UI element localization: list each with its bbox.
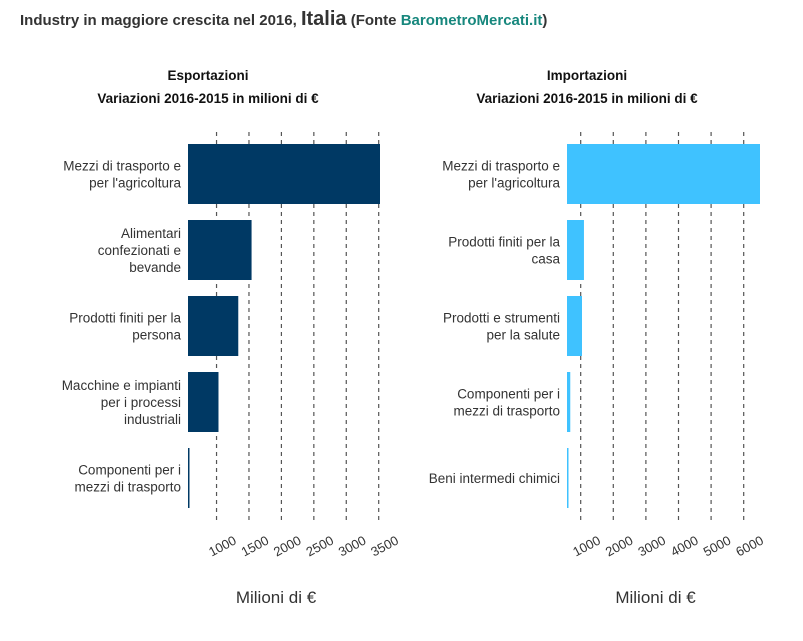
export-category-label: per i processi — [101, 395, 181, 410]
export-tick-label: 2000 — [271, 533, 304, 560]
import-tick-label: 5000 — [701, 533, 734, 560]
import-bar — [567, 372, 571, 432]
import-tick-label: 4000 — [668, 533, 701, 560]
export-category-label: Mezzi di trasporto e — [63, 159, 181, 174]
import-bar — [567, 220, 584, 280]
export-category-label: bevande — [129, 260, 181, 275]
export-bar — [188, 372, 219, 432]
import-tick-label: 1000 — [570, 533, 603, 560]
export-category-label: Componenti per i — [78, 463, 181, 478]
header-source: BarometroMercati.it — [400, 12, 543, 29]
export-title-line-0: Esportazioni — [167, 68, 248, 83]
import-tick-label: 2000 — [603, 533, 636, 560]
import-title-line-0: Importazioni — [547, 68, 627, 83]
import-tick-label: 6000 — [733, 533, 766, 560]
header-prefix: Industry in maggiore crescita nel 2016, — [20, 12, 301, 29]
export-tick-label: 3000 — [336, 533, 369, 560]
export-category-label: Alimentari — [121, 226, 181, 241]
import-x-axis-label: Milioni di € — [615, 588, 696, 607]
export-category-label: per l'agricoltura — [89, 176, 181, 191]
import-category-label: Beni intermedi chimici — [429, 471, 560, 486]
export-tick-label: 1500 — [239, 533, 272, 560]
import-category-label: Prodotti finiti per la — [448, 235, 560, 250]
export-title-line-1: Variazioni 2016-2015 in milioni di € — [97, 91, 319, 106]
export-bar — [188, 296, 239, 356]
export-category-label: Prodotti finiti per la — [69, 311, 181, 326]
import-bar — [567, 144, 760, 204]
import-category-label: per la salute — [486, 328, 560, 343]
export-tick-label: 3500 — [368, 533, 401, 560]
import-title-line-1: Variazioni 2016-2015 in milioni di € — [476, 91, 698, 106]
export-category-label: Macchine e impianti — [62, 378, 181, 393]
export-bar — [188, 448, 190, 508]
chart-header: Industry in maggiore crescita nel 2016, … — [20, 8, 547, 31]
import-tick-label: 3000 — [635, 533, 668, 560]
header-fonte-open: (Fonte — [346, 12, 401, 29]
import-category-label: mezzi di trasporto — [453, 404, 560, 419]
export-bar — [188, 220, 252, 280]
import-category-label: Componenti per i — [457, 387, 560, 402]
export-category-label: mezzi di trasporto — [74, 480, 181, 495]
export-category-label: confezionati e — [98, 243, 181, 258]
export-category-label: persona — [132, 328, 181, 343]
import-bar — [567, 296, 582, 356]
export-tick-label: 2500 — [303, 533, 336, 560]
import-category-label: Prodotti e strumenti — [443, 311, 560, 326]
export-x-axis-label: Milioni di € — [236, 588, 317, 607]
header-fonte-close: ) — [542, 12, 548, 29]
export-tick-label: 1000 — [206, 533, 239, 560]
export-bar — [188, 144, 380, 204]
import-category-label: per l'agricoltura — [468, 176, 560, 191]
export-category-label: industriali — [124, 412, 181, 427]
header-country: Italia — [300, 8, 347, 30]
import-category-label: Mezzi di trasporto e — [442, 159, 560, 174]
import-category-label: casa — [531, 252, 560, 267]
import-bar — [567, 448, 569, 508]
